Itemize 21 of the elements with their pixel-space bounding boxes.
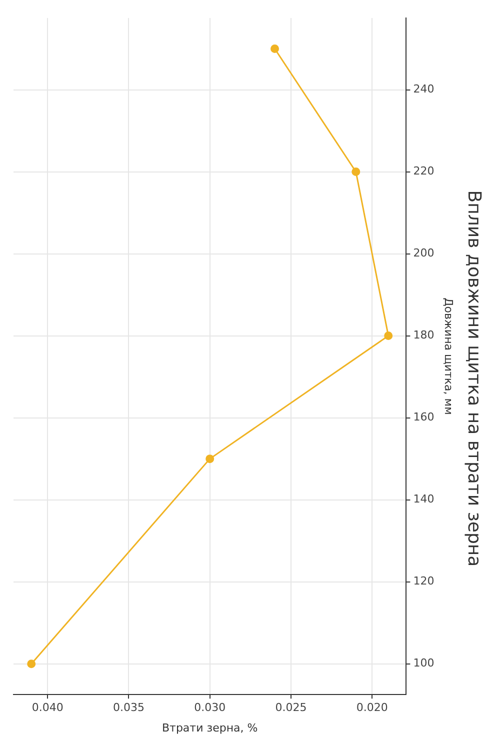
x-tick-label: 0.040 [32,701,64,714]
y-tick-label: 220 [413,164,434,178]
y-tick-label: 240 [413,82,434,96]
y-tick-label: 200 [413,246,434,260]
point [352,168,360,176]
x-tick-label: 0.030 [194,701,226,714]
x-axis-title: Втрати зерна, % [162,721,258,734]
text: Вплив довжини щитка на втрати зерна [464,190,485,567]
y-tick-label: 100 [413,656,434,670]
point [270,44,280,54]
x-tick-label: 0.035 [112,701,144,714]
y-axis-title: Довжина щитка, мм [442,298,455,415]
y-tick-label: 140 [413,492,434,506]
y-tick-label: 120 [413,574,434,588]
y-tick-label: 180 [413,328,434,342]
point [384,332,393,340]
x-tick-label: 0.025 [275,701,307,714]
point [27,660,36,668]
x-tick-label: 0.020 [356,701,388,714]
y-tick-label: 160 [413,410,434,424]
point [206,454,214,464]
